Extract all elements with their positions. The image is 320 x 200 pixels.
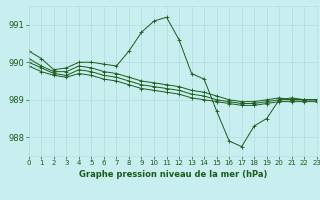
X-axis label: Graphe pression niveau de la mer (hPa): Graphe pression niveau de la mer (hPa) (79, 170, 267, 179)
